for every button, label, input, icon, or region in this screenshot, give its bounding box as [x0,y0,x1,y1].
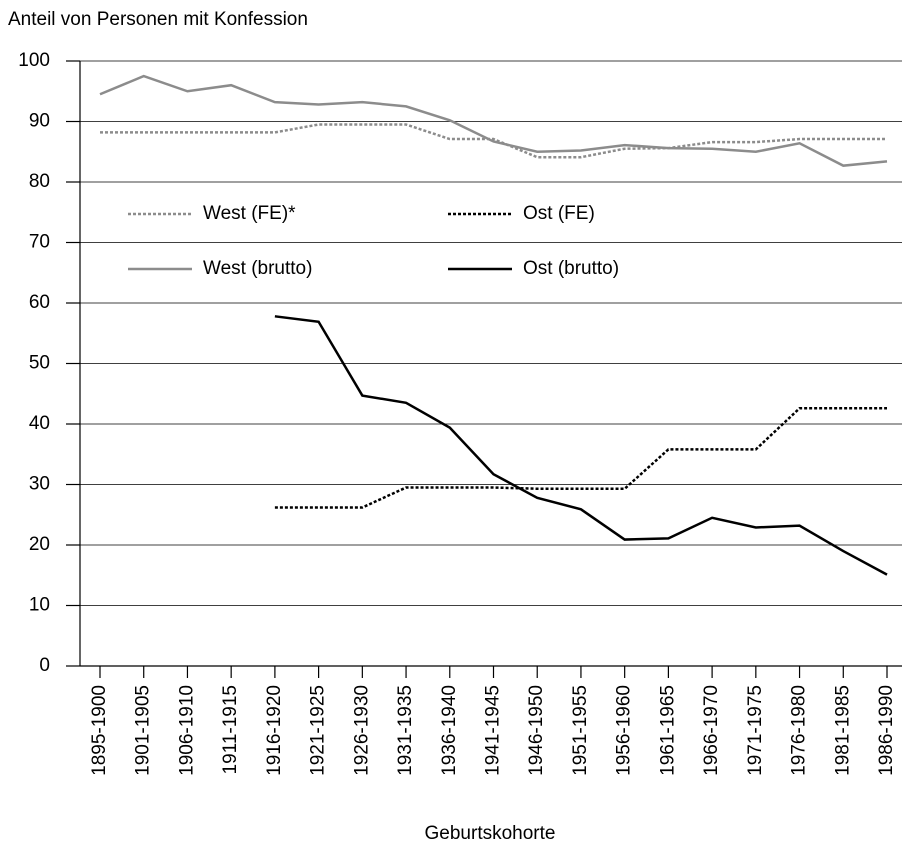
y-tick-label: 20 [29,534,50,555]
line-series [274,315,888,576]
x-tick-label: 1941-1945 [483,685,504,776]
y-tick-label: 50 [29,353,50,374]
x-tick-label: 1956-1960 [614,685,635,776]
x-tick-label: 1931-1935 [395,685,416,776]
x-tick-label: 1906-1910 [176,685,197,776]
x-tick-label: 1911-1915 [220,685,241,774]
y-tick-label: 70 [29,232,50,253]
x-axis-label: Geburtskohorte [425,823,556,844]
x-tick-label: 1936-1940 [439,685,460,776]
x-tick-label: 1921-1925 [308,685,329,776]
legend-label: West (brutto) [203,258,312,279]
x-tick-label: 1961-1965 [657,685,678,776]
legend-label: West (FE)* [203,203,296,224]
x-tick-label: 1981-1985 [832,685,853,776]
y-tick-label: 40 [29,413,50,434]
x-tick-label: 1976-1980 [789,685,810,776]
y-tick-label: 10 [29,595,50,616]
x-tick-label: 1971-1975 [745,685,766,776]
x-tick-label: 1966-1970 [701,685,722,776]
line-series [99,74,888,167]
y-tick-label: 90 [29,111,50,132]
y-tick-label: 30 [29,474,50,495]
x-tick-label: 1951-1955 [570,685,591,776]
legend-label: Ost (brutto) [523,258,619,279]
y-tick-label: 0 [39,655,50,676]
x-tick-label: 1946-1950 [526,685,547,776]
x-tick-label: 1916-1920 [264,685,285,776]
y-tick-label: 100 [18,50,50,71]
x-tick-label: 1901-1905 [133,685,154,776]
legend-label: Ost (FE) [523,203,595,224]
x-tick-label: 1926-1930 [351,685,372,776]
y-tick-label: 80 [29,171,50,192]
line-series [100,123,887,159]
line-series [274,407,887,509]
chart-title: Anteil von Personen mit Konfession [8,9,308,30]
x-tick-label: 1986-1990 [876,685,897,776]
x-tick-label: 1895-1900 [89,685,110,776]
y-tick-label: 60 [29,292,50,313]
